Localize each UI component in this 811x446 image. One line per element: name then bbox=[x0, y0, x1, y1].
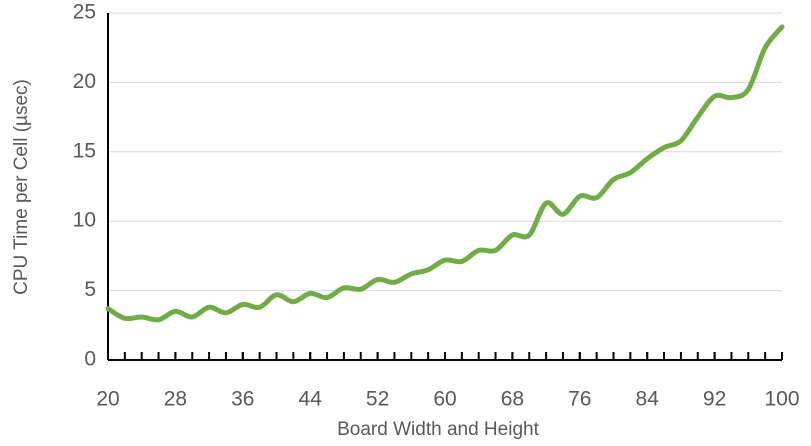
y-axis-title: CPU Time per Cell (µsec) bbox=[11, 79, 32, 295]
x-tick-label: 84 bbox=[636, 388, 660, 411]
y-tick-label: 25 bbox=[73, 1, 96, 24]
x-tick-label: 52 bbox=[366, 388, 389, 411]
x-tick-label: 92 bbox=[703, 388, 726, 411]
y-tick-label: 15 bbox=[73, 139, 96, 162]
x-tick-label: 44 bbox=[299, 388, 323, 411]
x-tick-label: 60 bbox=[433, 388, 456, 411]
y-tick-label: 10 bbox=[73, 209, 96, 232]
y-tick-label: 5 bbox=[84, 278, 96, 301]
x-tick-label: 76 bbox=[568, 388, 591, 411]
y-tick-label: 0 bbox=[84, 348, 96, 371]
x-tick-label: 100 bbox=[764, 388, 799, 411]
x-tick-label: 20 bbox=[96, 388, 119, 411]
line bbox=[105, 24, 785, 323]
x-tick-label: 28 bbox=[164, 388, 187, 411]
x-tick-label: 36 bbox=[231, 388, 254, 411]
y-tick-label: 20 bbox=[73, 70, 96, 93]
x-tick-label: 68 bbox=[501, 388, 524, 411]
x-axis-title: Board Width and Height bbox=[337, 419, 539, 440]
